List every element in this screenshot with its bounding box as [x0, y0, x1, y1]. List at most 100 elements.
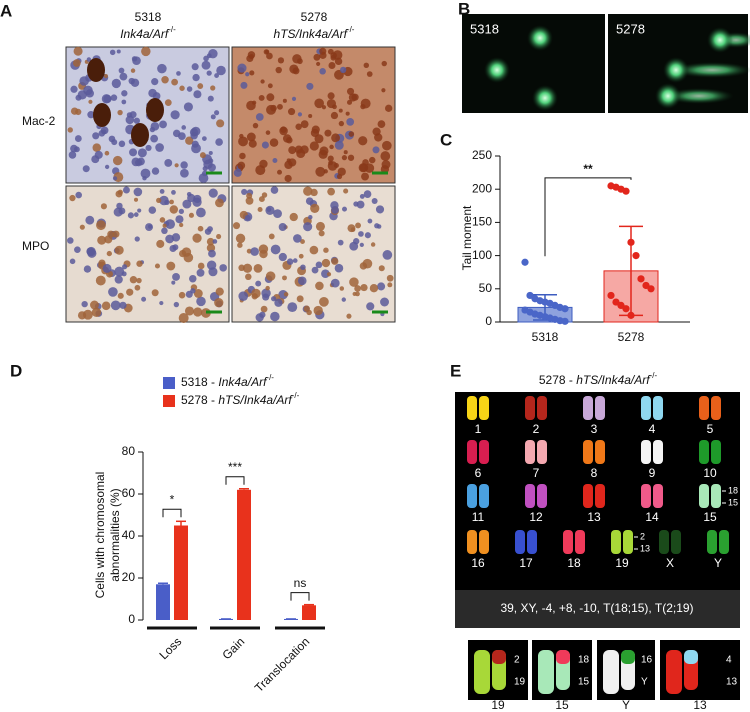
data-point — [647, 285, 655, 293]
cell — [377, 282, 386, 291]
cell — [346, 99, 353, 105]
chromosome — [653, 396, 663, 420]
cell — [244, 214, 251, 221]
cell — [67, 127, 73, 133]
chromosome-number: 15 — [703, 510, 717, 524]
superscript: -/- — [292, 391, 300, 400]
y-axis-label: abnormalities (%) — [108, 488, 122, 581]
cell — [386, 274, 394, 282]
cell — [179, 222, 184, 228]
cell — [191, 63, 199, 71]
cell — [214, 73, 219, 78]
significance-bracket — [290, 592, 310, 601]
cell — [129, 276, 138, 284]
cell — [262, 293, 270, 301]
cell — [207, 95, 214, 102]
cell — [381, 60, 387, 67]
cell — [331, 206, 339, 214]
cell — [265, 205, 275, 215]
cell — [121, 99, 127, 105]
cell — [100, 203, 107, 210]
cell — [69, 194, 76, 202]
cell — [360, 283, 368, 292]
cell — [77, 311, 87, 320]
cell — [75, 191, 82, 199]
chromosome — [467, 484, 477, 508]
karyotype-formula-box — [455, 590, 740, 628]
cell — [121, 90, 128, 97]
cell — [242, 263, 253, 273]
cell — [272, 158, 278, 163]
cell — [278, 252, 287, 262]
cell — [269, 138, 279, 147]
chromosome — [467, 530, 477, 554]
cell — [292, 258, 298, 263]
cell — [328, 61, 336, 69]
cell — [216, 119, 225, 128]
data-point — [622, 305, 630, 313]
cell — [345, 111, 350, 116]
cell — [156, 239, 165, 248]
chromosome — [699, 440, 709, 464]
cell — [313, 305, 323, 316]
chromosome — [659, 530, 669, 554]
image-label: 5318 — [470, 21, 499, 36]
cell — [246, 132, 256, 142]
cell — [210, 85, 216, 91]
chromosome — [711, 396, 721, 420]
cell — [343, 150, 348, 155]
cell — [169, 205, 179, 214]
cell — [97, 235, 107, 245]
inset-chromosome — [538, 650, 554, 694]
cell — [353, 238, 360, 245]
chromosome — [525, 440, 535, 464]
cell — [184, 306, 195, 316]
cell — [353, 201, 359, 207]
cell — [171, 233, 181, 242]
chromosome — [653, 484, 663, 508]
cell — [104, 164, 110, 170]
cell — [180, 168, 189, 178]
cell — [136, 277, 142, 284]
inset-part-label: 15 — [578, 677, 590, 688]
chromosome — [525, 396, 535, 420]
cell — [74, 135, 82, 142]
cell — [109, 49, 116, 56]
cell — [82, 165, 90, 173]
cell — [180, 161, 188, 169]
chromosome — [537, 484, 547, 508]
cell — [241, 188, 248, 195]
cell — [246, 192, 253, 199]
cell — [250, 247, 259, 256]
cell — [245, 72, 250, 77]
cell — [338, 108, 343, 113]
cell — [117, 189, 123, 195]
chromosome — [537, 396, 547, 420]
y-axis-label: Tail moment — [460, 205, 474, 270]
cell — [121, 271, 127, 277]
cell — [366, 302, 375, 311]
cell — [193, 307, 203, 317]
cell — [296, 149, 306, 159]
cell — [114, 275, 123, 284]
chromosome-number: 8 — [591, 466, 598, 480]
cell — [319, 67, 326, 75]
cell — [174, 163, 179, 168]
cell — [116, 49, 121, 54]
cell — [315, 221, 325, 231]
cell — [253, 263, 263, 273]
cell — [245, 273, 252, 281]
macrophage — [93, 103, 111, 127]
cell — [260, 305, 268, 313]
cell — [296, 295, 304, 303]
cell — [130, 68, 136, 73]
cell — [69, 258, 76, 265]
chromosome — [641, 484, 651, 508]
cell — [303, 222, 313, 232]
cell — [361, 172, 369, 181]
cell — [106, 250, 112, 257]
inset-part-label: 13 — [726, 677, 738, 688]
inset-segment — [556, 650, 570, 664]
significance-label: * — [170, 492, 175, 506]
